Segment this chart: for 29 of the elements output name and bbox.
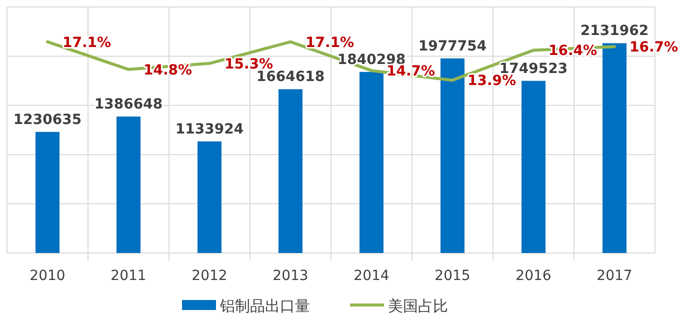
legend-label: 铝制品出口量 [219, 297, 310, 315]
bar [360, 72, 384, 253]
data-label: 14.8% [144, 62, 192, 78]
x-tick-label: 2011 [110, 268, 146, 284]
bar [440, 58, 464, 253]
data-label: 1133924 [175, 121, 244, 138]
bar [198, 141, 222, 253]
bar [278, 89, 302, 253]
bar [602, 43, 626, 253]
x-tick-label: 2017 [596, 268, 632, 284]
x-tick-label: 2016 [516, 268, 552, 284]
data-label: 13.9% [468, 73, 516, 90]
data-label: 1977754 [418, 38, 487, 54]
x-tick-label: 2012 [192, 268, 228, 284]
x-tick-label: 2013 [272, 268, 308, 284]
data-label: 1664618 [256, 69, 325, 86]
data-label: 1230635 [13, 112, 82, 128]
data-label: 1386648 [94, 96, 163, 113]
bar [116, 116, 140, 253]
x-tick-label: 2015 [434, 268, 470, 284]
bar [36, 132, 60, 253]
data-label: 17.1% [306, 34, 354, 51]
x-tick-label: 2014 [354, 268, 390, 284]
x-tick-label: 2010 [30, 268, 66, 284]
bar [522, 80, 546, 253]
data-label: 2131962 [580, 23, 649, 40]
data-label: 17.1% [62, 34, 112, 51]
data-label: 16.7% [630, 40, 678, 56]
legend-label: 美国占比 [388, 297, 448, 315]
